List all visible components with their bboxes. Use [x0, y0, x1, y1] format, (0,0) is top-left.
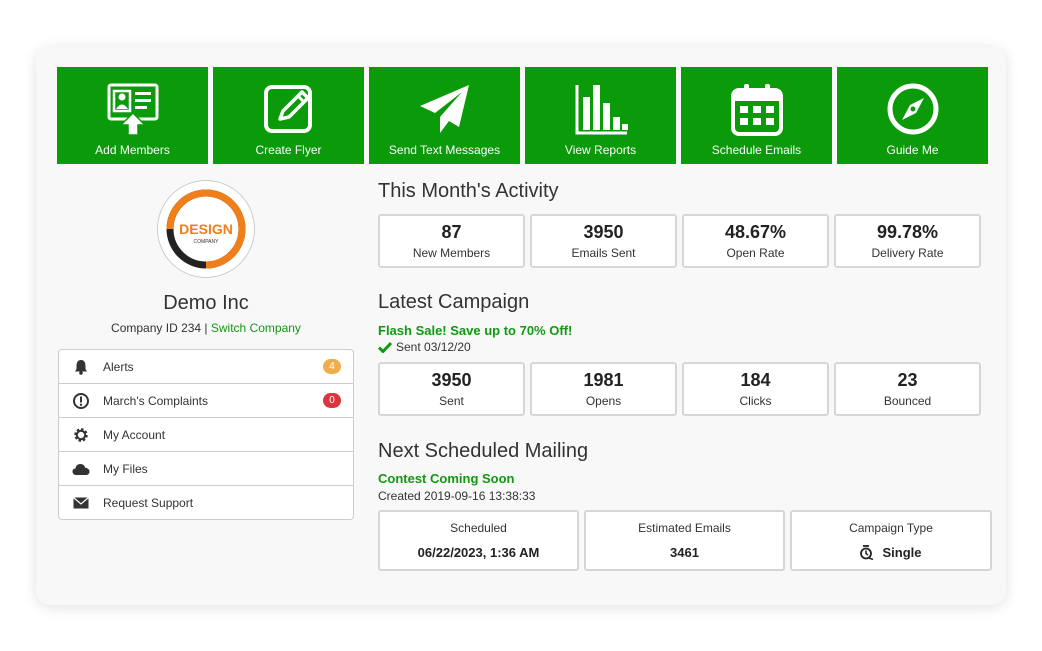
company-logo: DESIGN COMPANY	[157, 180, 255, 278]
gear-icon	[74, 427, 88, 442]
estimated-emails-label: Estimated Emails	[638, 521, 731, 535]
stat-label: New Members	[412, 246, 491, 260]
company-id: Company ID 234 |	[111, 321, 208, 335]
tile-label: Add Members	[95, 143, 170, 157]
tile-label: Guide Me	[886, 143, 939, 157]
stat-emails-sent: 3950 Emails Sent	[530, 214, 677, 268]
add-members-icon	[107, 83, 158, 136]
campaign-name[interactable]: Flash Sale! Save up to 70% Off!	[378, 323, 573, 338]
stat-value: 87	[441, 222, 462, 242]
stat-value: 23	[897, 370, 918, 390]
alerts-count-badge: 4	[323, 359, 341, 374]
bell-icon	[75, 359, 87, 375]
stat-value: 3950	[431, 370, 472, 390]
menu-item-my-files[interactable]: My Files	[59, 452, 353, 486]
menu-item-alerts[interactable]: Alerts 4	[59, 350, 353, 384]
complaints-count-badge: 0	[323, 393, 341, 408]
stat-bounced: 23 Bounced	[834, 362, 981, 416]
view-reports-tile[interactable]: View Reports	[525, 67, 676, 164]
stat-new-members: 87 New Members	[378, 214, 525, 268]
stat-label: Opens	[585, 394, 622, 408]
scheduled-box: Scheduled 06/22/2023, 1:36 AM	[378, 510, 579, 571]
company-name: Demo Inc	[163, 292, 249, 314]
dashboard-card: Add Members Create Flyer Send Text Messa…	[36, 47, 1006, 605]
activity-section-title: This Month's Activity	[378, 180, 559, 202]
account-menu: Alerts 4 March's Complaints 0 My Account…	[58, 349, 354, 520]
tile-label: Create Flyer	[255, 143, 322, 157]
menu-item-my-account[interactable]: My Account	[59, 418, 353, 452]
stat-value: 184	[740, 370, 771, 390]
create-flyer-tile[interactable]: Create Flyer	[213, 67, 364, 164]
stat-opens: 1981 Opens	[530, 362, 677, 416]
campaign-sent-date: Sent 03/12/20	[396, 340, 471, 354]
logo-text: DESIGN	[179, 221, 233, 237]
latest-campaign-title: Latest Campaign	[378, 291, 530, 313]
schedule-emails-tile[interactable]: Schedule Emails	[681, 67, 832, 164]
activity-stats: 87 New Members 3950 Emails Sent 48.67% O…	[378, 214, 981, 268]
guide-me-tile[interactable]: Guide Me	[837, 67, 988, 164]
quick-action-tiles: Add Members Create Flyer Send Text Messa…	[57, 67, 988, 164]
company-id-line: Company ID 234 | Switch Company	[58, 321, 354, 335]
compass-icon	[887, 83, 938, 135]
exclamation-icon	[73, 392, 89, 409]
scheduled-value: 06/22/2023, 1:36 AM	[417, 545, 540, 560]
stat-label: Sent	[439, 394, 464, 408]
bar-chart-icon	[575, 85, 628, 135]
menu-item-label: My Files	[103, 461, 148, 476]
stat-delivery-rate: 99.78% Delivery Rate	[834, 214, 981, 268]
paper-plane-icon	[419, 85, 469, 133]
menu-item-label: March's Complaints	[103, 393, 208, 408]
tile-label: Schedule Emails	[711, 143, 802, 157]
logo-subtext: COMPANY	[194, 239, 220, 245]
single-send-icon	[860, 545, 874, 560]
stat-sent: 3950 Sent	[378, 362, 525, 416]
tile-label: View Reports	[564, 143, 637, 157]
next-mailing-title: Next Scheduled Mailing	[378, 440, 589, 462]
stat-value: 48.67%	[724, 222, 787, 242]
campaign-type-value: Single	[882, 545, 922, 560]
menu-item-complaints[interactable]: March's Complaints 0	[59, 384, 353, 418]
next-mailing-created: Created 2019-09-16 13:38:33	[378, 489, 536, 503]
company-logo-graphic: DESIGN COMPANY	[166, 189, 246, 269]
stat-value: 1981	[583, 370, 624, 390]
stat-value: 99.78%	[876, 222, 939, 242]
next-mailing-name[interactable]: Contest Coming Soon	[378, 471, 515, 486]
stat-label: Bounced	[883, 394, 932, 408]
checkmark-icon	[378, 341, 392, 353]
estimated-emails-box: Estimated Emails 3461	[584, 510, 785, 571]
send-text-tile[interactable]: Send Text Messages	[369, 67, 520, 164]
scheduled-label: Scheduled	[450, 521, 507, 535]
stat-label: Delivery Rate	[871, 246, 944, 260]
menu-item-request-support[interactable]: Request Support	[59, 486, 353, 519]
cloud-icon	[72, 463, 90, 475]
campaign-stats: 3950 Sent 1981 Opens 184 Clicks 23 Bounc…	[378, 362, 981, 416]
switch-company-link[interactable]: Switch Company	[210, 321, 301, 335]
stat-clicks: 184 Clicks	[682, 362, 829, 416]
estimated-emails-value: 3461	[670, 545, 699, 560]
menu-item-label: Request Support	[103, 495, 194, 510]
tile-label: Send Text Messages	[388, 143, 501, 157]
add-members-tile[interactable]: Add Members	[57, 67, 208, 164]
stat-open-rate: 48.67% Open Rate	[682, 214, 829, 268]
menu-item-label: My Account	[103, 427, 166, 442]
stat-label: Open Rate	[726, 246, 785, 260]
stat-value: 3950	[583, 222, 624, 242]
campaign-type-label: Campaign Type	[849, 521, 933, 535]
calendar-icon	[730, 84, 783, 136]
edit-flyer-icon	[263, 85, 312, 133]
stat-label: Clicks	[739, 394, 772, 408]
next-mailing-details: Scheduled 06/22/2023, 1:36 AM Estimated …	[378, 510, 992, 571]
envelope-icon	[73, 496, 89, 508]
campaign-type-value-row: Single	[860, 545, 922, 560]
stat-label: Emails Sent	[571, 246, 636, 260]
campaign-type-box: Campaign Type Single	[790, 510, 992, 571]
campaign-sent-line: Sent 03/12/20	[378, 340, 471, 354]
menu-item-label: Alerts	[103, 359, 134, 374]
